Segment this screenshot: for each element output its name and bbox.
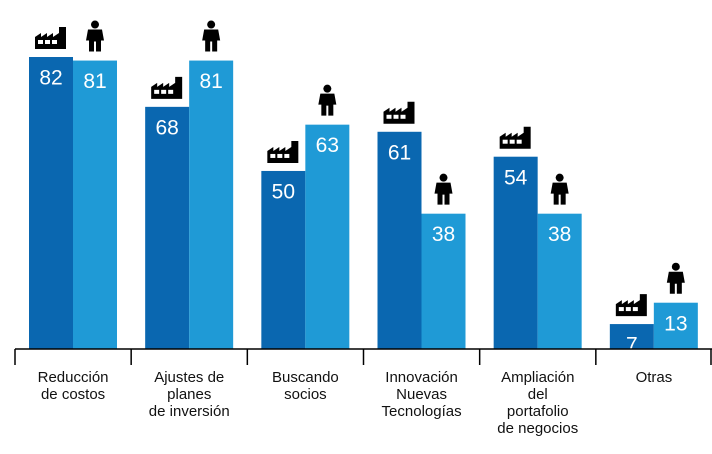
factory-shape — [35, 27, 66, 49]
value-label: 82 — [39, 67, 62, 90]
x-tick-label-line: socios — [284, 386, 327, 403]
factory-icon — [615, 294, 647, 317]
bar — [145, 106, 190, 349]
factory-shape — [151, 76, 183, 99]
person-body — [434, 182, 453, 205]
bar — [609, 324, 654, 349]
factory-shape — [499, 126, 531, 149]
factory-window — [400, 114, 406, 119]
factory-window — [516, 139, 522, 144]
x-tick-label: Otras — [636, 369, 673, 386]
person-body — [550, 182, 569, 205]
person-body — [86, 29, 104, 52]
x-tick-label: Buscando socios — [272, 369, 339, 403]
factory-window — [45, 40, 50, 44]
value-label: 63 — [316, 134, 339, 157]
person-head — [671, 262, 680, 271]
bar — [493, 156, 538, 349]
factory-window — [277, 153, 283, 158]
factory-window — [154, 89, 160, 94]
person-icon — [202, 20, 221, 52]
value-label: 54 — [504, 166, 528, 189]
x-tick-label-line: portafolio — [507, 403, 569, 420]
bar — [421, 213, 466, 349]
person-head — [439, 173, 448, 182]
factory-shape — [267, 140, 299, 163]
person-head — [91, 20, 99, 29]
x-tick-label-line: de inversión — [149, 403, 230, 420]
factory-window — [632, 307, 638, 312]
factory-window — [502, 139, 508, 144]
x-tick-label-line: Tecnologías — [382, 403, 462, 420]
x-tick-label: Innovación Nuevas Tecnologías — [382, 369, 462, 420]
factory-icon — [267, 140, 299, 163]
bar — [261, 170, 306, 349]
factory-shape — [383, 101, 415, 124]
factory-shape — [615, 294, 647, 317]
bar — [305, 124, 350, 349]
x-tick-label-line: del — [528, 386, 548, 403]
factory-window — [52, 40, 57, 44]
value-label: 61 — [388, 141, 411, 164]
x-tick-label: Ampliación del portafolio de negocios — [497, 369, 578, 437]
bar — [29, 57, 73, 349]
factory-window — [618, 307, 624, 312]
factory-window — [386, 114, 392, 119]
x-tick-label-line: Ampliación — [501, 369, 574, 386]
factory-icon — [35, 27, 66, 49]
value-label: 38 — [548, 223, 571, 246]
bar — [653, 302, 698, 349]
factory-window — [161, 89, 167, 94]
factory-window — [509, 139, 515, 144]
person-head — [207, 20, 216, 29]
x-tick-label-line: planes — [167, 386, 211, 403]
x-tick-label-line: de costos — [41, 386, 105, 403]
person-head — [555, 173, 564, 182]
person-icon — [434, 173, 453, 205]
person-icon — [666, 262, 685, 294]
factory-window — [38, 40, 43, 44]
value-label: 68 — [155, 116, 178, 139]
x-tick-label-line: Otras — [636, 369, 673, 386]
x-tick-label-line: Buscando — [272, 369, 339, 386]
value-label: 50 — [272, 180, 295, 203]
x-tick-label-line: Innovación — [385, 369, 458, 386]
value-label: 81 — [83, 70, 106, 93]
value-label: 7 — [626, 334, 638, 357]
bar — [377, 131, 422, 349]
bar — [73, 60, 117, 349]
factory-window — [168, 89, 174, 94]
factory-window — [270, 153, 276, 158]
x-tick-label-line: Nuevas — [396, 386, 447, 403]
factory-window — [393, 114, 399, 119]
x-tick-label: Reducción de costos — [38, 369, 109, 403]
person-icon — [86, 20, 104, 52]
factory-icon — [151, 76, 183, 99]
person-icon — [550, 173, 569, 205]
factory-window — [625, 307, 631, 312]
x-tick-label-line: Reducción — [38, 369, 109, 386]
person-icon — [318, 84, 337, 116]
factory-icon — [383, 101, 415, 124]
factory-window — [284, 153, 290, 158]
x-tick-label-line: de negocios — [497, 420, 578, 437]
x-tick-label-line: Ajustes de — [154, 369, 224, 386]
person-head — [323, 84, 332, 93]
person-body — [318, 93, 337, 116]
value-label: 13 — [664, 312, 687, 335]
value-label: 81 — [199, 70, 222, 93]
value-label: 38 — [432, 223, 455, 246]
x-tick-label: Ajustes de planes de inversión — [149, 369, 230, 420]
bar — [537, 213, 582, 349]
person-body — [666, 271, 685, 294]
person-body — [202, 29, 221, 52]
factory-icon — [499, 126, 531, 149]
bar — [189, 60, 234, 349]
